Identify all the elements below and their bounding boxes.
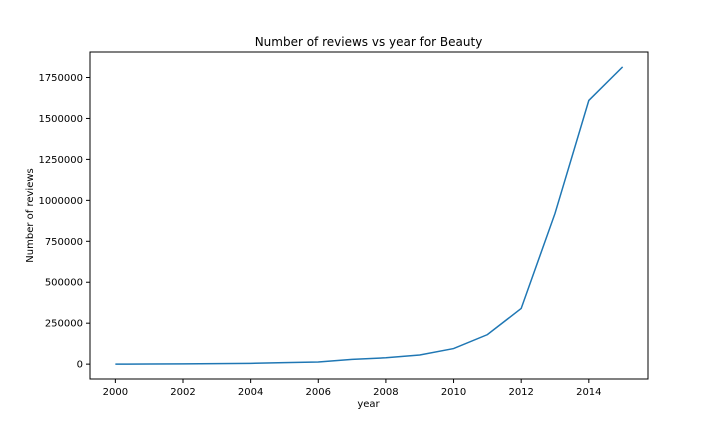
- x-tick-label: 2002: [170, 387, 195, 398]
- x-tick-label: 2000: [103, 387, 128, 398]
- x-tick-label: 2012: [508, 387, 533, 398]
- x-tick-label: 2010: [441, 387, 466, 398]
- y-tick-label: 500000: [45, 278, 83, 289]
- y-tick-label: 250000: [45, 319, 83, 330]
- y-tick-label: 1500000: [38, 114, 83, 125]
- x-tick-label: 2014: [576, 387, 601, 398]
- x-tick-label: 2004: [238, 387, 263, 398]
- y-axis: 0 250000 500000 750000 1000000 1250000 1500000…: [38, 73, 90, 371]
- y-tick-label: 0: [77, 360, 83, 371]
- y-tick-label: 1250000: [38, 155, 83, 166]
- x-tick-label: 2006: [306, 387, 331, 398]
- x-tick-label: 2008: [373, 387, 398, 398]
- y-axis-label: Number of reviews: [25, 168, 36, 262]
- chart-title: Number of reviews vs year for Beauty: [255, 35, 483, 49]
- series-layer: [115, 66, 624, 365]
- plot-area: [89, 51, 649, 380]
- y-tick-label: 1750000: [38, 73, 83, 84]
- x-axis: 2000 2002 2004 2006 2008 2010 2012 2014: [103, 379, 602, 398]
- y-tick-label: 750000: [45, 237, 83, 248]
- y-tick-label: 1000000: [38, 196, 83, 207]
- series-line: [115, 66, 624, 365]
- x-axis-label: year: [357, 399, 380, 410]
